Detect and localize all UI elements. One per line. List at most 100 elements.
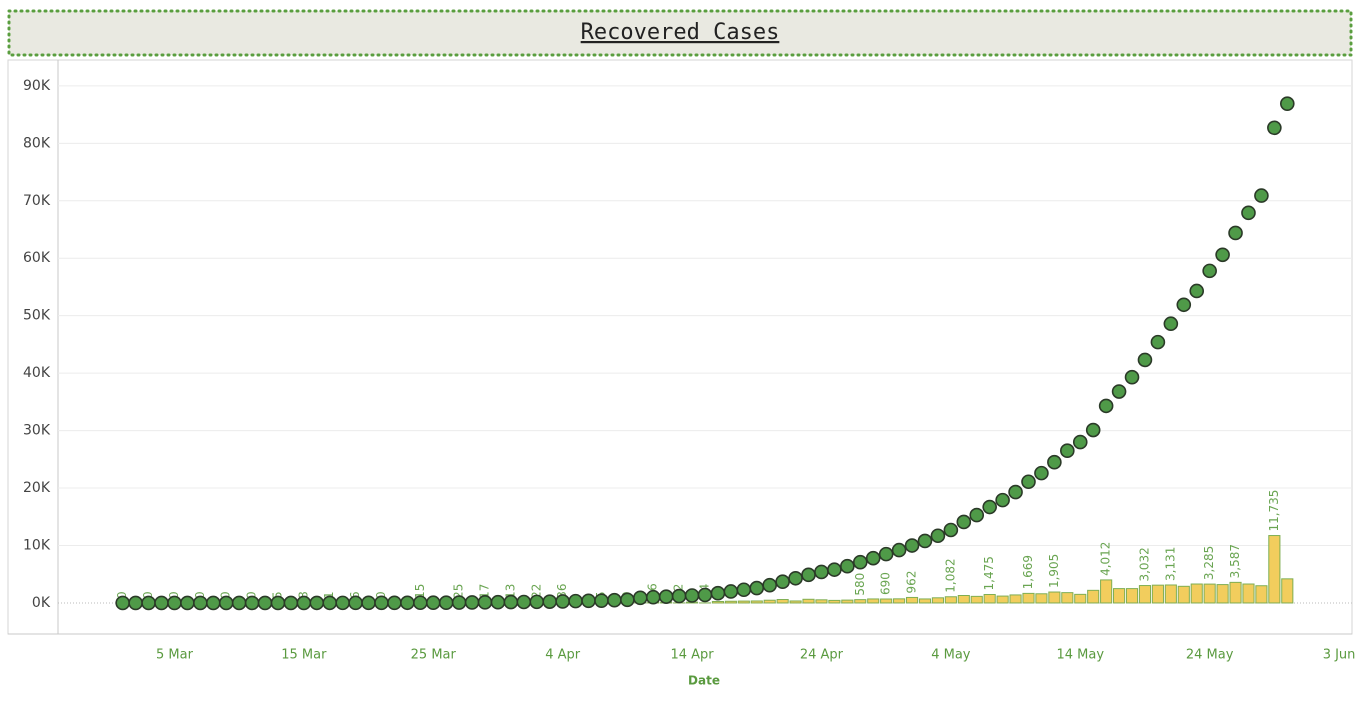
point (336, 596, 349, 609)
bar (1139, 586, 1150, 603)
point (375, 596, 388, 609)
point (414, 596, 427, 609)
bar (958, 596, 969, 603)
point (1087, 424, 1100, 437)
point (155, 596, 168, 609)
point (582, 594, 595, 607)
point (1281, 97, 1294, 110)
chart-title: Recovered Cases (581, 20, 780, 45)
point (1048, 456, 1061, 469)
value-label: 3,032 (1137, 547, 1151, 581)
point (983, 501, 996, 514)
point (1035, 467, 1048, 480)
point (207, 596, 220, 609)
point (608, 594, 621, 607)
x-tick-label: 15 Mar (281, 648, 327, 663)
point (530, 595, 543, 608)
point (349, 596, 362, 609)
x-tick-label: 5 Mar (156, 648, 194, 663)
bar (868, 599, 879, 603)
point (271, 596, 284, 609)
point (750, 582, 763, 595)
y-tick-label: 0K (32, 595, 51, 611)
bar (1256, 586, 1267, 603)
point (1255, 189, 1268, 202)
value-label: 3,587 (1228, 544, 1242, 578)
point (491, 596, 504, 609)
bar (1075, 594, 1086, 603)
point (233, 596, 246, 609)
point (789, 572, 802, 585)
y-tick-label: 40K (23, 365, 51, 381)
point (556, 595, 569, 608)
bar (1126, 589, 1137, 603)
value-label: 4,012 (1099, 542, 1113, 576)
point (854, 556, 867, 569)
bar (1230, 582, 1241, 603)
x-tick-label: 3 Jun (1323, 648, 1356, 663)
point (841, 560, 854, 573)
point (1177, 298, 1190, 311)
point (129, 596, 142, 609)
y-tick-label: 30K (23, 423, 51, 439)
point (1151, 336, 1164, 349)
bar (1062, 593, 1073, 603)
x-tick-label: 14 May (1056, 648, 1104, 663)
point (1203, 264, 1216, 277)
bar (829, 600, 840, 603)
x-tick-label: 24 Apr (800, 648, 844, 663)
bar (777, 600, 788, 603)
bar (764, 600, 775, 603)
point (310, 596, 323, 609)
bar (1178, 586, 1189, 603)
bar (997, 596, 1008, 603)
y-tick-label: 50K (23, 308, 51, 324)
point (401, 596, 414, 609)
point (1126, 371, 1139, 384)
bar (932, 598, 943, 603)
point (1164, 317, 1177, 330)
point (724, 585, 737, 598)
bar (1036, 594, 1047, 603)
bar (1023, 593, 1034, 603)
value-label: 580 (853, 573, 867, 596)
point (996, 494, 1009, 507)
point (957, 515, 970, 528)
y-tick-label: 80K (23, 135, 51, 151)
bar (1101, 580, 1112, 603)
x-tick-label: 4 May (931, 648, 971, 663)
bar (1204, 584, 1215, 603)
point (893, 544, 906, 557)
point (763, 579, 776, 592)
point (699, 588, 712, 601)
x-tick-label: 24 May (1186, 648, 1234, 663)
point (504, 596, 517, 609)
point (944, 524, 957, 537)
bar (725, 601, 736, 603)
x-tick-label: 4 Apr (545, 648, 581, 663)
point (543, 595, 556, 608)
bar (984, 594, 995, 602)
point (479, 596, 492, 609)
point (711, 587, 724, 600)
bar (855, 600, 866, 603)
value-label: 11,735 (1267, 490, 1281, 532)
bar (1243, 584, 1254, 603)
point (906, 539, 919, 552)
point (880, 548, 893, 561)
value-label: 690 (879, 572, 893, 595)
point (1061, 444, 1074, 457)
point (323, 596, 336, 609)
point (1009, 486, 1022, 499)
value-label: 1,669 (1021, 555, 1035, 589)
point (776, 575, 789, 588)
point (220, 596, 233, 609)
point (142, 596, 155, 609)
point (867, 552, 880, 565)
point (1190, 284, 1203, 297)
value-label: 1,475 (982, 556, 996, 590)
bar (842, 600, 853, 603)
point (1216, 248, 1229, 261)
